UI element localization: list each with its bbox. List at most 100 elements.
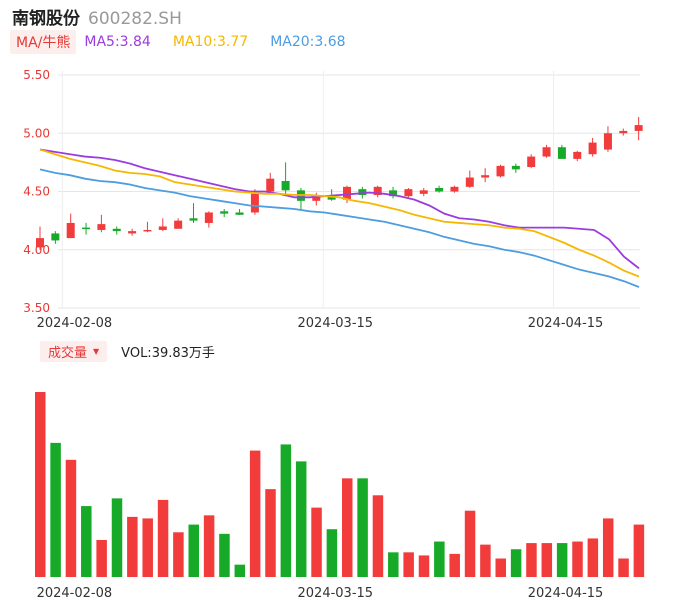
volume-bar [157,499,169,577]
candle-body [143,229,152,232]
volume-bar [556,543,568,577]
volume-bar [234,564,246,577]
date-tick-label: 2024-04-15 [528,316,604,331]
ma-line-ma5 [39,148,640,270]
candle-body [511,165,520,170]
candle-body [527,156,536,168]
volume-bar [50,442,61,577]
ma5-value: MA5:3.84 [84,34,151,50]
candle-body [404,189,413,197]
volume-date-tick-label: 2024-02-08 [37,586,113,601]
volume-chart: 2024-02-08 2024-03-15 2024-04-15 [35,392,645,601]
volume-date-tick-label: 2024-03-15 [298,586,374,601]
price-tick-label: 3.50 [23,301,50,315]
volume-bar [464,510,476,577]
candle-body [112,228,121,232]
candle-body [634,125,643,131]
price-tick-label: 5.00 [23,126,50,140]
ma-line-ma20 [39,168,640,288]
candle-body [419,190,428,194]
volume-bar [618,558,629,577]
candle-body [174,220,183,229]
candle-body [465,177,474,187]
volume-bar [449,553,460,577]
volume-bar [295,461,307,577]
volume-bar [142,518,153,577]
volume-date-tick-label: 2024-04-15 [528,586,604,601]
candle-body [82,227,91,230]
candle-body [189,218,198,221]
candle-body [158,226,167,230]
ma-indicator-selector[interactable]: MA/牛熊 [10,30,77,54]
volume-bar [602,518,614,577]
price-tick-label: 5.50 [23,68,50,82]
candle-body [373,186,382,195]
volume-bar [541,543,553,577]
candle-body [603,133,612,150]
volume-selector-label: 成交量 [48,345,88,361]
volume-bar [188,524,199,577]
candle-body [573,151,582,159]
candle-body [66,222,75,239]
volume-bar [357,478,368,577]
stock-name: 南钢股份 [12,9,80,29]
date-tick-label: 2024-02-08 [37,316,113,331]
candle-body [619,130,628,134]
candle-body [266,178,275,192]
candle-body [312,194,321,201]
volume-bar [342,478,353,577]
volume-bar [633,524,645,577]
candle-body [235,212,244,215]
volume-bar [418,555,430,577]
candle-body [481,175,490,178]
volume-bar [434,541,445,577]
volume-bar [572,541,583,577]
volume-bar [127,516,138,577]
candle-body [128,231,137,234]
candle-body [435,188,444,192]
volume-bar [372,495,384,577]
candle-body [343,186,351,200]
volume-bar [326,529,338,577]
volume-value: VOL:39.83万手 [121,345,215,361]
candle-body [450,186,459,192]
candle-body [542,147,551,157]
candle-body [204,212,213,223]
volume-bar [311,507,322,577]
volume-bar [35,392,46,577]
volume-bar [495,558,506,577]
volume-bar [403,552,414,577]
volume-bar [480,544,491,577]
date-tick-label: 2024-03-15 [298,316,374,331]
candle-body [389,190,398,197]
volume-bar [388,552,399,577]
volume-bar [65,459,77,577]
candle-body [557,147,566,159]
volume-bar [173,532,184,577]
candle-body [358,189,367,195]
caret-down-icon: ▼ [93,346,100,356]
stock-header: 南钢股份 600282.SH [12,4,182,29]
volume-bar [587,538,599,577]
volume-bar [526,543,537,577]
stock-code: 600282.SH [88,9,182,29]
ma20-value: MA20:3.68 [270,34,346,50]
candle-body [36,238,44,248]
volume-bar [219,533,230,577]
ma-line-ma10 [39,148,640,278]
volume-indicator-row: 成交量 ▼ VOL:39.83万手 [40,340,215,362]
volume-bar [81,506,92,577]
volume-bar [280,444,292,577]
candle-body [250,193,259,213]
candle-body [496,165,505,177]
volume-bar [96,540,107,577]
candle-body [97,224,106,230]
candle-body [327,196,336,200]
volume-indicator-selector[interactable]: 成交量 ▼ [40,340,108,362]
ma-indicator-row: MA/牛熊 MA5:3.84 MA10:3.77 MA20:3.68 [10,30,368,54]
price-tick-label: 4.50 [23,185,50,199]
volume-bar [249,450,261,577]
candle-body [588,142,597,155]
volume-bar [510,549,522,577]
